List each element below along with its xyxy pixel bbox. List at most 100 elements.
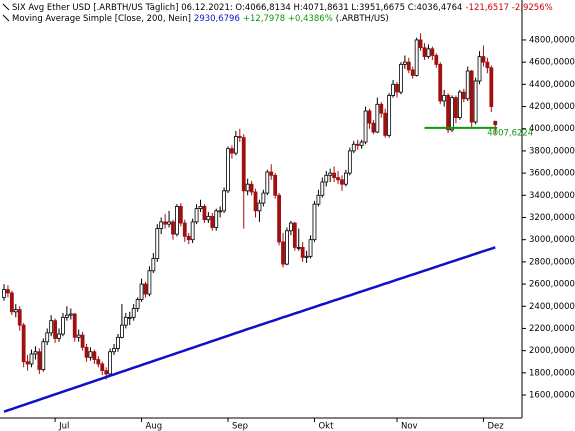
candle-body bbox=[355, 143, 360, 146]
legend-text: SIX Avg Ether USD [.ARBTH/US Täglich] 06… bbox=[12, 3, 462, 13]
candle-body bbox=[383, 112, 388, 136]
candle-body bbox=[316, 194, 321, 205]
candle-body bbox=[167, 221, 171, 225]
candle-body bbox=[64, 314, 69, 318]
candle-body bbox=[422, 47, 427, 57]
candle-body bbox=[265, 171, 270, 194]
legend-entry: Moving Average Simple [Close, 200, Nein]… bbox=[12, 14, 389, 24]
candle-body bbox=[281, 241, 285, 265]
candle-body bbox=[410, 69, 415, 76]
candle-body bbox=[198, 205, 203, 210]
candle-body bbox=[143, 283, 148, 295]
candle-body bbox=[336, 177, 340, 181]
candle-body bbox=[387, 95, 392, 136]
candle-body bbox=[253, 191, 258, 212]
candle-body bbox=[96, 359, 101, 365]
x-tick-label: Sep bbox=[232, 422, 248, 431]
y-tick-label: 3600,0000 bbox=[529, 169, 575, 179]
candle-body bbox=[72, 313, 77, 338]
candle-body bbox=[391, 83, 395, 96]
candle-body bbox=[395, 83, 399, 93]
candle-body bbox=[123, 316, 128, 326]
legend-text: 2930,6796 bbox=[194, 14, 240, 24]
candle-body bbox=[442, 95, 447, 102]
candle-body bbox=[194, 208, 199, 223]
y-tick-label: 4400,0000 bbox=[529, 80, 575, 90]
candle-body bbox=[399, 63, 403, 93]
candle-body bbox=[367, 110, 372, 124]
candle-body bbox=[131, 308, 136, 318]
legend-text: Moving Average Simple [Close, 200, Nein] bbox=[12, 14, 191, 24]
candle-body bbox=[277, 194, 282, 243]
candle-body bbox=[230, 148, 234, 154]
candle-body bbox=[485, 61, 490, 69]
candle-body bbox=[135, 299, 140, 309]
candle-body bbox=[9, 292, 14, 313]
candle-body bbox=[312, 203, 317, 241]
candle-body bbox=[108, 351, 113, 375]
candle-body bbox=[371, 122, 376, 133]
candle-body bbox=[430, 48, 435, 56]
candle-body bbox=[100, 363, 105, 372]
y-tick-label: 2800,0000 bbox=[529, 257, 575, 267]
candle-body bbox=[446, 95, 450, 131]
candle-body bbox=[406, 61, 411, 71]
candle-body bbox=[171, 221, 175, 235]
candle-body bbox=[37, 351, 42, 370]
x-tick-label: Aug bbox=[146, 422, 163, 431]
candle-body bbox=[359, 141, 364, 146]
moving-average-line bbox=[3, 246, 496, 413]
candle-body bbox=[45, 332, 50, 343]
candle-body bbox=[33, 351, 38, 355]
candle-body bbox=[320, 181, 325, 196]
candle-body bbox=[375, 103, 380, 133]
x-tick-label: Dez bbox=[487, 422, 504, 431]
candle-body bbox=[304, 255, 309, 258]
candle-body bbox=[112, 348, 116, 353]
candle-body bbox=[418, 39, 423, 49]
candle-body bbox=[175, 205, 179, 235]
candle-body bbox=[450, 97, 454, 131]
candle-body bbox=[237, 136, 242, 138]
y-tick-label: 4600,0000 bbox=[529, 58, 575, 68]
candle-body bbox=[178, 205, 183, 224]
candle-body bbox=[347, 150, 352, 174]
y-tick-label: 3000,0000 bbox=[529, 235, 575, 245]
candle-body bbox=[273, 174, 278, 196]
candle-body bbox=[57, 333, 61, 339]
candle-body bbox=[351, 143, 356, 152]
candle-body bbox=[163, 221, 168, 225]
candle-body bbox=[402, 61, 407, 65]
candle-body bbox=[41, 341, 46, 370]
candle-body bbox=[285, 230, 289, 265]
y-tick-label: 1800,0000 bbox=[529, 368, 575, 378]
candle-body bbox=[68, 313, 73, 316]
legend-text: (.ARBTH/US) bbox=[336, 14, 389, 24]
candle-body bbox=[84, 346, 89, 358]
candle-body bbox=[182, 222, 187, 237]
candle-body bbox=[426, 48, 431, 57]
y-tick-label: 1600,0000 bbox=[529, 391, 575, 401]
candle-body bbox=[116, 336, 120, 349]
candle-body bbox=[151, 258, 156, 272]
last-value-label: 4007,6224 bbox=[487, 128, 533, 138]
candle-body bbox=[269, 171, 274, 176]
candle-body bbox=[489, 67, 494, 107]
candle-body bbox=[147, 270, 152, 295]
y-tick-label: 3800,0000 bbox=[529, 146, 575, 156]
candle-body bbox=[13, 309, 18, 313]
candle-body bbox=[233, 136, 238, 154]
candle-body bbox=[257, 202, 262, 212]
candle-body bbox=[88, 351, 93, 358]
candle-body bbox=[127, 316, 132, 319]
y-tick-label: 4200,0000 bbox=[529, 102, 575, 112]
candle-body bbox=[308, 239, 313, 257]
candle-body bbox=[139, 283, 144, 301]
candle-body bbox=[17, 309, 22, 326]
candle-body bbox=[363, 110, 368, 143]
candle-body bbox=[493, 120, 498, 126]
candle-body bbox=[92, 351, 97, 360]
candle-body bbox=[344, 172, 348, 185]
y-tick-label: 3400,0000 bbox=[529, 191, 575, 201]
